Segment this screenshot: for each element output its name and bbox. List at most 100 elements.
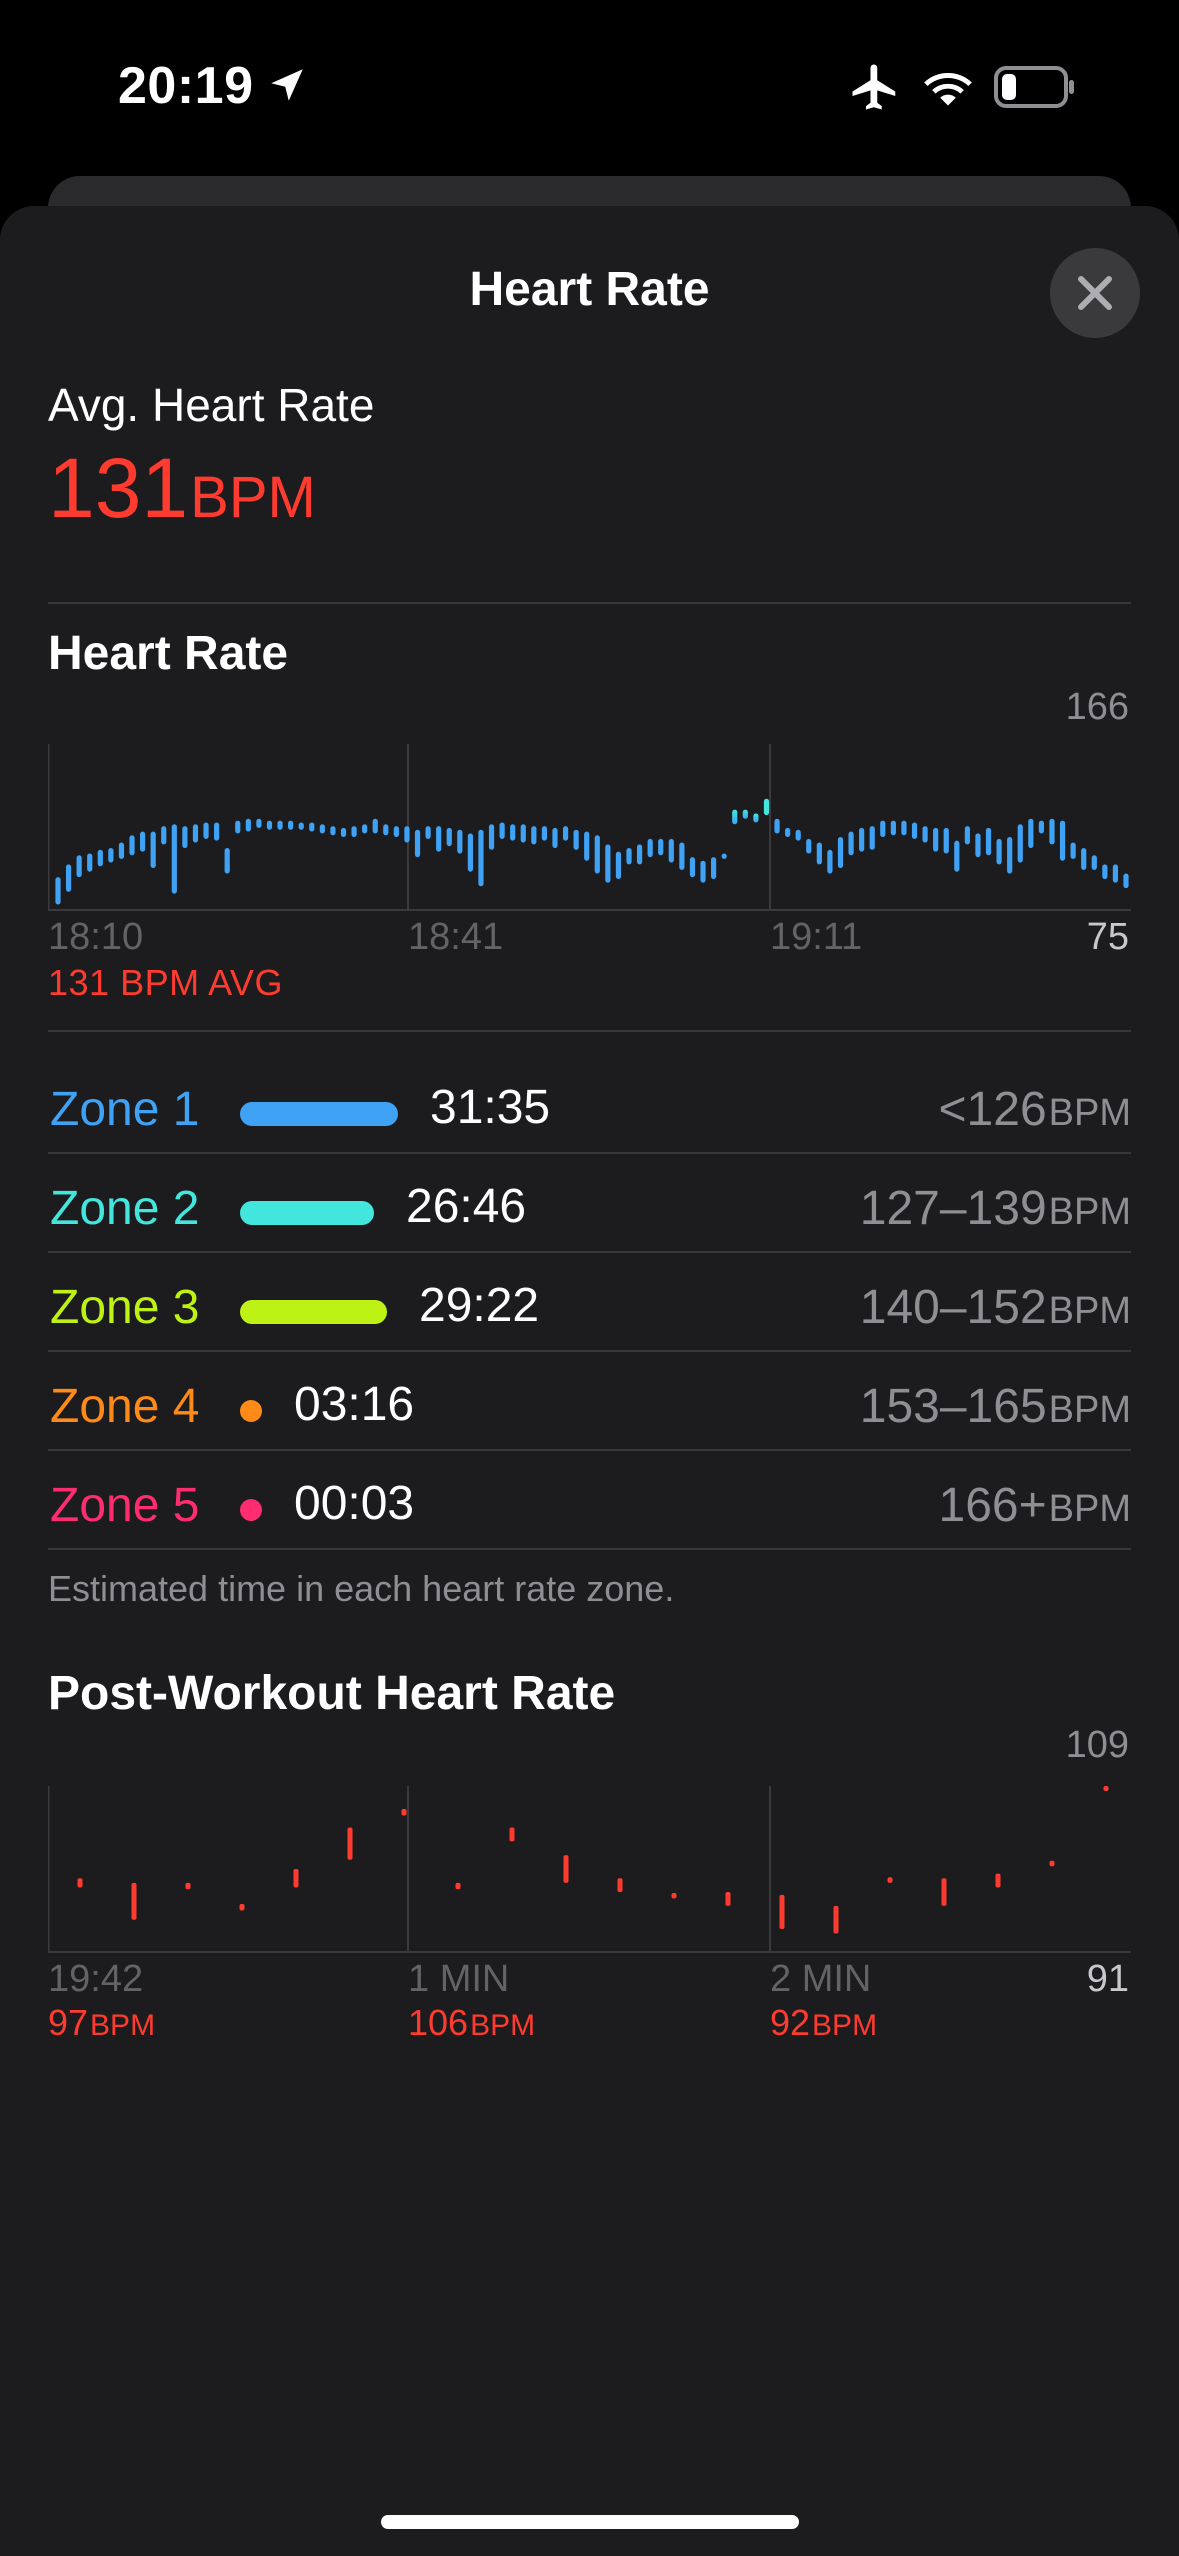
heart-rate-bar bbox=[869, 826, 875, 850]
home-indicator[interactable] bbox=[381, 2515, 799, 2529]
airplane-icon bbox=[852, 64, 896, 110]
post-workout-tick-label: 19:42 bbox=[48, 1958, 144, 2000]
zone-name: Zone 5 bbox=[50, 1479, 200, 1532]
heart-rate-bar bbox=[827, 849, 833, 874]
heart-rate-bar bbox=[964, 826, 970, 845]
post-workout-value: 97BPM bbox=[48, 2002, 155, 2044]
post-workout-bar bbox=[1049, 1860, 1055, 1867]
heart-rate-bar bbox=[837, 837, 844, 869]
heart-rate-bar bbox=[763, 798, 770, 816]
zone-range: 166+BPM bbox=[939, 1478, 1131, 1533]
heart-rate-bar bbox=[87, 853, 93, 872]
post-workout-value-number: 106 bbox=[408, 2002, 469, 2043]
heart-rate-bar bbox=[478, 829, 484, 887]
zone-range-value: <126 bbox=[938, 1083, 1047, 1136]
zone-name: Zone 2 bbox=[50, 1182, 200, 1235]
heart-rate-bar bbox=[1017, 824, 1023, 863]
zone-range-value: 140–152 bbox=[859, 1281, 1047, 1334]
heart-rate-bar bbox=[742, 809, 748, 819]
heart-rate-bar bbox=[922, 826, 928, 843]
heart-rate-bar bbox=[510, 824, 516, 841]
zone-time: 03:16 bbox=[294, 1378, 415, 1431]
post-workout-value-unit: BPM bbox=[470, 2009, 536, 2042]
post-workout-tick-label: 2 MIN bbox=[770, 1958, 872, 2000]
heart-rate-bar bbox=[721, 853, 727, 859]
post-workout-bar bbox=[1103, 1786, 1109, 1791]
heart-rate-bar bbox=[383, 824, 389, 836]
post-workout-bar bbox=[131, 1882, 137, 1920]
heart-rate-bar bbox=[531, 826, 537, 845]
heart-rate-bar bbox=[816, 842, 822, 865]
divider bbox=[48, 1152, 1131, 1154]
heart-rate-bar bbox=[700, 860, 706, 883]
post-workout-chart-title: Post-Workout Heart Rate bbox=[48, 1667, 616, 1720]
zone-range: <126BPM bbox=[939, 1082, 1131, 1137]
heart-rate-bar bbox=[520, 824, 526, 843]
zone-range-unit: BPM bbox=[1048, 1191, 1131, 1233]
heart-rate-bar bbox=[309, 822, 315, 832]
post-workout-bar bbox=[347, 1827, 353, 1860]
divider bbox=[48, 1251, 1131, 1253]
heart-rate-bar bbox=[55, 877, 61, 905]
heart-rate-bar bbox=[689, 857, 696, 878]
post-workout-bar bbox=[185, 1882, 191, 1890]
avg-heart-rate-number: 131 bbox=[48, 441, 189, 535]
status-bar: 20:19 bbox=[0, 0, 1179, 170]
heart-rate-bar bbox=[859, 827, 865, 852]
zone-name: Zone 4 bbox=[50, 1380, 200, 1433]
heart-rate-bar bbox=[880, 820, 886, 838]
post-workout-bar bbox=[455, 1882, 461, 1890]
avg-heart-rate-unit: BPM bbox=[190, 465, 316, 530]
heart-rate-bar bbox=[562, 826, 569, 841]
post-workout-bar bbox=[833, 1905, 839, 1934]
zone-range-value: 153–165 bbox=[859, 1380, 1047, 1433]
zone-bar bbox=[240, 1102, 398, 1126]
heart-rate-sheet bbox=[0, 206, 1179, 2556]
post-workout-bar bbox=[239, 1904, 245, 1911]
post-workout-tick-label: 1 MIN bbox=[408, 1958, 510, 2000]
zone-bar bbox=[240, 1400, 262, 1422]
post-workout-chart[interactable] bbox=[48, 1786, 1131, 1956]
post-workout-bar bbox=[509, 1827, 515, 1842]
zones-caption: Estimated time in each heart rate zone. bbox=[48, 1568, 675, 1609]
zone-row: Zone 5 00:03 166+BPM bbox=[48, 1454, 1131, 1553]
heart-rate-bar bbox=[108, 847, 114, 863]
heart-rate-bar bbox=[488, 824, 495, 850]
zone-range: 153–165BPM bbox=[860, 1379, 1131, 1434]
zone-range: 140–152BPM bbox=[860, 1280, 1131, 1335]
zone-range-value: 127–139 bbox=[859, 1182, 1047, 1235]
heart-rate-bar bbox=[1123, 873, 1129, 889]
heart-rate-bar bbox=[615, 851, 622, 879]
battery-icon bbox=[994, 66, 1074, 108]
heart-rate-tick-label: 19:11 bbox=[770, 916, 863, 958]
heart-rate-bar bbox=[499, 822, 505, 839]
zone-range-value: 166+ bbox=[938, 1479, 1047, 1532]
heart-rate-bar bbox=[340, 827, 347, 838]
zone-bar bbox=[240, 1201, 374, 1225]
post-workout-bar bbox=[887, 1877, 893, 1883]
post-workout-value: 106BPM bbox=[408, 2002, 535, 2044]
heart-rate-bar bbox=[1102, 864, 1108, 879]
zone-bar bbox=[240, 1499, 262, 1521]
heart-rate-bar bbox=[605, 844, 611, 883]
heart-rate-avg-caption: 131 BPM AVG bbox=[48, 962, 283, 1003]
zone-range-unit: BPM bbox=[1048, 1488, 1131, 1530]
heart-rate-bar bbox=[1091, 855, 1097, 870]
heart-rate-bar bbox=[372, 818, 378, 834]
heart-rate-bar bbox=[182, 826, 188, 848]
heart-rate-bar bbox=[848, 831, 854, 856]
heart-rate-bar bbox=[319, 824, 325, 834]
zone-bar bbox=[240, 1300, 387, 1324]
heart-rate-chart-max-label: 166 bbox=[1065, 686, 1129, 728]
heart-rate-chart[interactable] bbox=[48, 744, 1131, 914]
close-button[interactable] bbox=[1050, 248, 1140, 338]
heart-rate-bar bbox=[298, 822, 304, 830]
post-workout-value-unit: BPM bbox=[812, 2009, 878, 2042]
heart-rate-bar bbox=[806, 838, 812, 854]
post-workout-bar bbox=[401, 1809, 407, 1816]
post-workout-bar bbox=[563, 1855, 569, 1883]
heart-rate-bar bbox=[658, 838, 664, 856]
zone-time: 29:22 bbox=[419, 1279, 540, 1332]
post-workout-bar bbox=[779, 1894, 785, 1929]
heart-rate-bar bbox=[753, 813, 759, 823]
